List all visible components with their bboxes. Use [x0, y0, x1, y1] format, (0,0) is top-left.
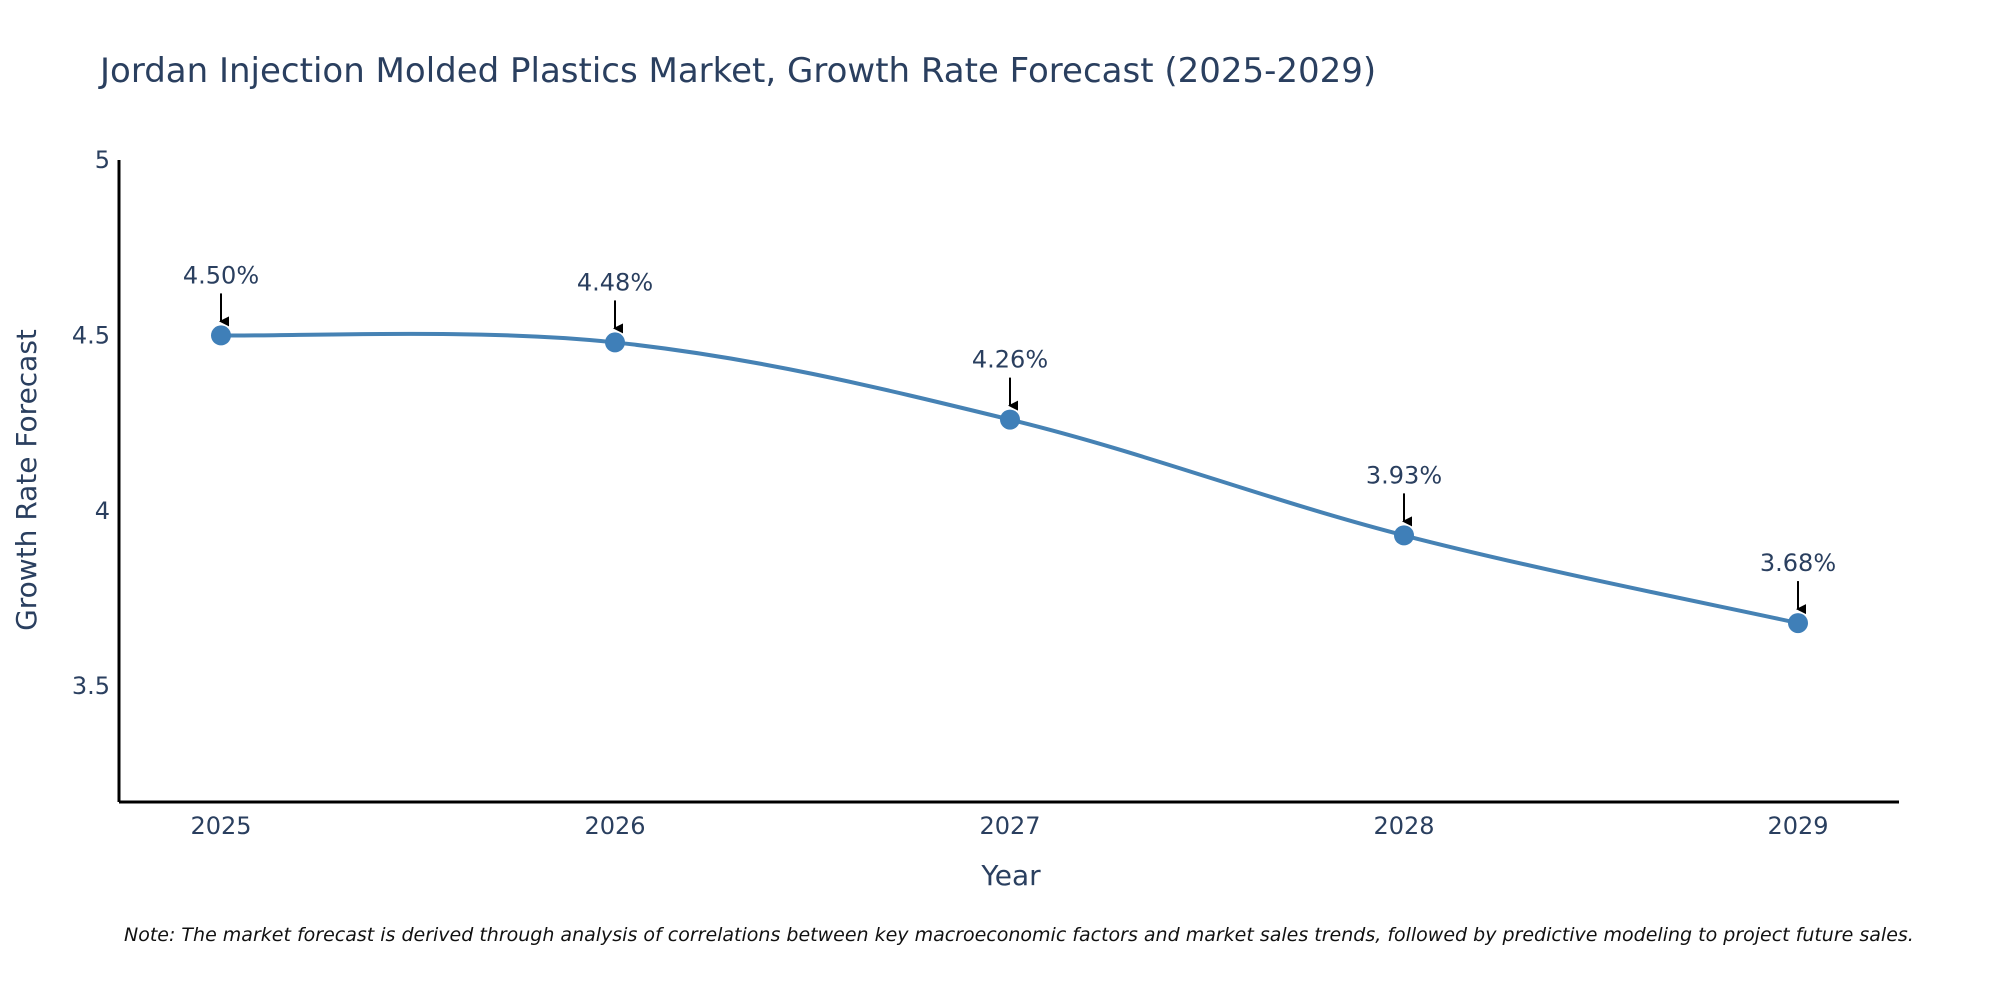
x-tick-label: 2026 — [584, 812, 645, 840]
data-point — [211, 325, 231, 346]
y-tick-label: 5 — [95, 146, 110, 174]
data-point — [1394, 525, 1414, 546]
y-tick-label: 3.5 — [72, 672, 110, 700]
x-axis: 2025 2026 2027 2028 2029 — [119, 800, 1899, 840]
data-labels: 4.50% 4.48% 4.26% 3.93% 3.68% — [183, 261, 1836, 615]
data-label: 3.68% — [1760, 549, 1836, 577]
x-axis-title: Year — [980, 859, 1041, 892]
x-tick-label: 2028 — [1373, 812, 1434, 840]
x-tick-label: 2029 — [1767, 812, 1828, 840]
data-label: 4.26% — [972, 346, 1048, 374]
data-label: 4.48% — [577, 268, 653, 296]
footnote: Note: The market forecast is derived thr… — [124, 924, 1914, 946]
x-tick-label: 2025 — [190, 812, 251, 840]
x-tick-label: 2027 — [979, 812, 1040, 840]
y-tick-label: 4.5 — [72, 321, 110, 349]
data-point — [605, 332, 625, 353]
chart-title: Jordan Injection Molded Plastics Market,… — [98, 51, 1376, 91]
y-axis: 3.5 4 4.5 5 — [72, 146, 121, 802]
y-tick-label: 4 — [95, 497, 110, 525]
data-label: 4.50% — [183, 261, 259, 289]
data-point — [1000, 409, 1020, 430]
series-line — [219, 331, 1800, 626]
y-axis-title: Growth Rate Forecast — [10, 329, 43, 631]
data-label: 3.93% — [1366, 461, 1442, 489]
series-growth-rate — [211, 325, 1808, 634]
data-point — [1788, 613, 1808, 634]
